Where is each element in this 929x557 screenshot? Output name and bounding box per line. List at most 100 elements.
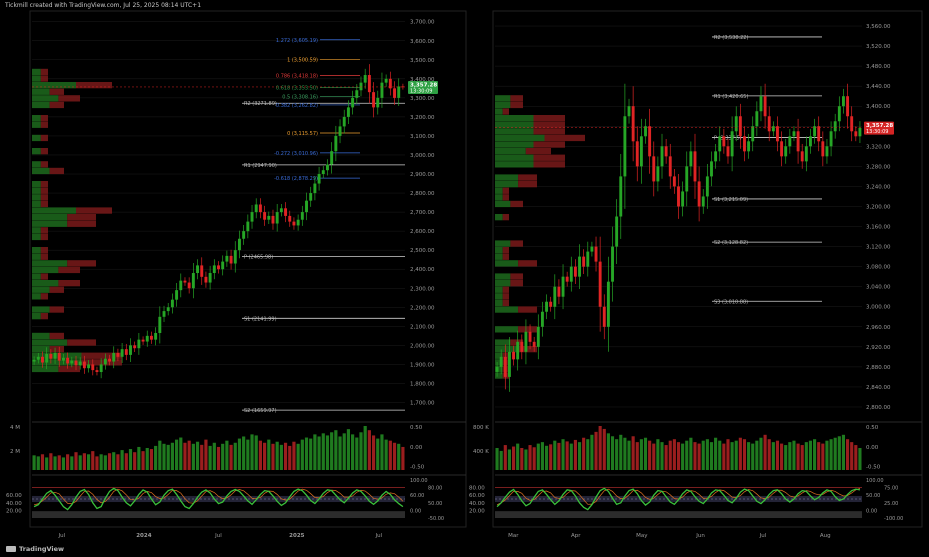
volume-bar (309, 438, 313, 470)
volume-profile-bar (32, 187, 41, 194)
volume-bar (520, 448, 524, 470)
volume-bar (747, 442, 751, 470)
brand-label: TradingView (19, 545, 65, 553)
candle-body (74, 360, 78, 366)
candle-body (275, 212, 279, 224)
x-tick-label: 2024 (136, 533, 151, 539)
fib-label: 0 (3,115.57) (287, 131, 318, 137)
volume-bar (279, 444, 283, 470)
volume-profile-bar (67, 339, 96, 346)
volume-bar (672, 439, 676, 470)
volume-bar (565, 441, 569, 470)
volume-right-tick-label: 0.50 (410, 425, 423, 431)
candle-body (652, 156, 656, 182)
volume-bar (602, 428, 606, 470)
volume-bar (619, 434, 623, 470)
candle-body (792, 131, 796, 137)
candle-body (279, 208, 283, 213)
volume-profile-bar (533, 128, 565, 135)
volume-profile-bar (495, 359, 503, 366)
candle-body (99, 364, 103, 373)
last-price-tag (864, 121, 894, 135)
price-tick-label: 3,560.00 (866, 24, 891, 30)
daily-chart[interactable]: 3,560.00 3,520.00 3,480.00 3,440.00 3,400.00… (469, 24, 922, 539)
volume-bar (82, 453, 86, 470)
candle-body (648, 126, 652, 157)
osc-right-tick-label: 80.00 (428, 486, 442, 492)
osc-main-line (496, 487, 861, 511)
volume-bar (95, 456, 99, 470)
candle-body (317, 174, 321, 184)
price-tick-label: 3,480.00 (866, 64, 891, 70)
volume-profile-bar (32, 161, 41, 168)
volume-right-tick-label: 0.00 (410, 445, 423, 451)
candle-body (313, 183, 317, 194)
volume-bar (401, 446, 405, 470)
volume-profile-bar (495, 95, 511, 102)
price-tick-label: 3,160.00 (866, 225, 891, 231)
volume-profile-bar (495, 101, 511, 109)
volume-bar (577, 442, 582, 470)
volume-profile-bar (32, 339, 68, 346)
volume-bar (66, 454, 70, 470)
volume-profile-bar (76, 82, 112, 89)
candle-body (70, 360, 74, 364)
volume-bar (561, 439, 565, 470)
volume-bar (363, 426, 367, 470)
price-tick-label: 3,500.00 (410, 58, 435, 64)
volume-bar (610, 436, 615, 470)
price-tick-label: 3,000.00 (866, 305, 891, 311)
candle-body (166, 307, 170, 312)
volume-bar (854, 445, 858, 470)
candle-body (191, 273, 195, 289)
osc-oversold-zone (495, 511, 862, 518)
volume-bar (166, 444, 170, 470)
volume-profile-bar (40, 161, 48, 168)
volume-profile-bar (40, 200, 48, 208)
volume-right-tick-label: 0.50 (866, 425, 879, 431)
volume-bar (557, 442, 561, 470)
volume-profile-bar (495, 352, 503, 359)
volume-bar (242, 436, 246, 470)
volume-bar (154, 445, 158, 470)
candle-body (833, 121, 837, 132)
osc-left-tick-label: 60.00 (469, 493, 485, 499)
candle-body (738, 116, 742, 137)
volume-bar (804, 442, 808, 470)
candle-body (124, 349, 128, 355)
candle-body (817, 126, 821, 142)
candle-body (237, 238, 241, 251)
weekly-chart[interactable]: 3,700.00 3,600.00 3,500.00 3,400.00 3,300.00… (6, 20, 466, 539)
volume-bar (355, 437, 359, 470)
volume-profile-bar (40, 187, 48, 194)
volume-bar (507, 449, 511, 470)
candle-body (549, 301, 553, 307)
candle-body (225, 255, 229, 262)
candle-body (57, 352, 61, 361)
volume-bar (685, 440, 689, 470)
volume-bar (250, 434, 254, 470)
volume-profile-bar (518, 306, 537, 313)
candle-body (623, 116, 627, 177)
volume-bar (516, 443, 520, 470)
volume-bar (705, 439, 709, 470)
candle-body (41, 356, 44, 363)
volume-profile-bar (495, 161, 534, 168)
fib-label: 0.618 (3,353.50) (276, 86, 318, 92)
volume-profile-bar (32, 88, 50, 95)
volume-profile-bar (81, 352, 122, 359)
volume-bar (204, 439, 208, 470)
candle-body (524, 331, 528, 352)
volume-bar (664, 445, 668, 470)
volume-bar (32, 455, 36, 470)
x-tick-label: 2025 (289, 533, 304, 539)
osc-right-tick-label: 0.00 (410, 508, 421, 514)
volume-bar (170, 442, 174, 470)
volume-profile-bar (495, 326, 519, 333)
candle-body (342, 116, 346, 127)
volume-profile-bar (495, 115, 534, 122)
candle-body (771, 126, 775, 132)
price-tick-label: 3,400.00 (410, 77, 435, 83)
volume-bar (351, 434, 355, 470)
candle-body (784, 146, 788, 157)
